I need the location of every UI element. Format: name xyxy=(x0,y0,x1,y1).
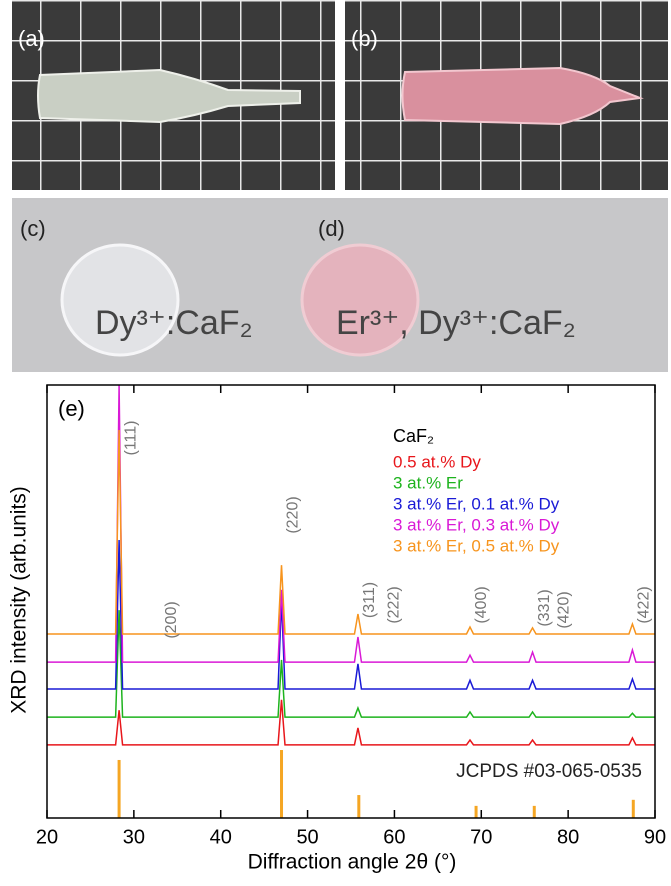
sample-label: Er³⁺, Dy³⁺:CaF₂ xyxy=(336,304,576,342)
x-tick-label: 20 xyxy=(36,826,58,848)
legend-entry: 3 at.% Er, 0.1 at.% Dy xyxy=(393,494,560,513)
reference-bar xyxy=(118,760,121,818)
panel-label: (e) xyxy=(58,396,85,421)
peak-label: (111) xyxy=(122,421,139,456)
x-tick-label: 30 xyxy=(123,826,145,848)
photo-b: (b) xyxy=(345,0,668,190)
photo-a: (a) xyxy=(12,0,335,190)
x-tick-label: 40 xyxy=(210,826,232,848)
panel-label: (b) xyxy=(351,26,378,51)
legend-entry: 0.5 at.% Dy xyxy=(393,452,481,471)
x-tick-label: 90 xyxy=(644,826,666,848)
reference-bar xyxy=(533,806,536,818)
peak-label: (220) xyxy=(285,496,302,533)
reference-bar xyxy=(475,806,478,818)
panel-label: (c) xyxy=(20,216,46,241)
x-tick-label: 50 xyxy=(296,826,318,848)
peak-label: (200) xyxy=(163,601,180,638)
peak-label: (422) xyxy=(636,586,653,623)
panel-label: (a) xyxy=(18,26,45,51)
reference-bar xyxy=(280,750,283,818)
x-axis-label: Diffraction angle 2θ (°) xyxy=(248,851,457,874)
legend-title: CaF₂ xyxy=(393,426,434,446)
x-tick-label: 70 xyxy=(470,826,492,848)
chart: Diffraction angle 2θ (°) XRD intensity (… xyxy=(8,385,667,874)
reference-bar xyxy=(632,800,635,818)
xrd-line xyxy=(47,700,655,745)
sample-label: Dy³⁺:CaF₂ xyxy=(95,304,253,342)
peak-label: (400) xyxy=(473,586,490,623)
panel-label: (d) xyxy=(318,216,345,241)
reference-label: JCPDS #03-065-0535 xyxy=(456,761,642,782)
figure: (a) (b) (c) (d) Dy³⁺:CaF₂ Er³⁺, Dy³⁺:CaF… xyxy=(0,0,671,881)
legend-entry: 3 at.% Er xyxy=(393,473,463,492)
reference-bar xyxy=(357,795,360,818)
peak-label: (420) xyxy=(556,591,573,628)
y-axis-label: XRD intensity (arb.units) xyxy=(8,486,31,714)
peak-label: (331) xyxy=(536,589,553,626)
peak-label: (311) xyxy=(361,582,378,618)
peak-label: (222) xyxy=(385,586,402,623)
x-tick-label: 60 xyxy=(383,826,405,848)
photo-cd: (c) (d) Dy³⁺:CaF₂ Er³⁺, Dy³⁺:CaF₂ xyxy=(12,198,668,372)
legend-entry: 3 at.% Er, 0.3 at.% Dy xyxy=(393,515,560,534)
x-tick-label: 80 xyxy=(557,826,579,848)
legend-entry: 3 at.% Er, 0.5 at.% Dy xyxy=(393,536,560,555)
